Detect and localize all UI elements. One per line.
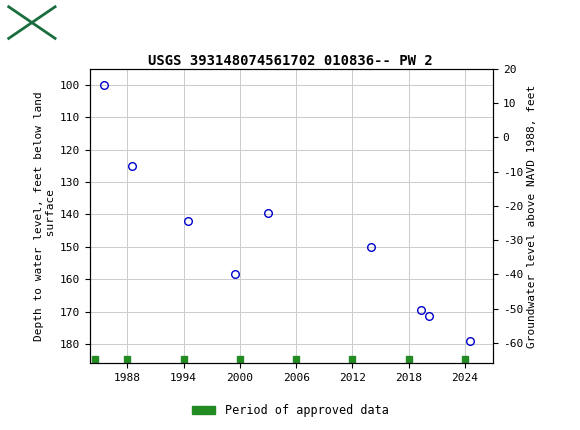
FancyBboxPatch shape [9, 7, 55, 38]
Y-axis label: Depth to water level, feet below land
 surface: Depth to water level, feet below land su… [34, 91, 56, 341]
Text: USGS: USGS [64, 15, 100, 30]
Y-axis label: Groundwater level above NAVD 1988, feet: Groundwater level above NAVD 1988, feet [527, 84, 537, 348]
Legend: Period of approved data: Period of approved data [187, 399, 393, 422]
Text: USGS 393148074561702 010836-- PW 2: USGS 393148074561702 010836-- PW 2 [148, 54, 432, 68]
